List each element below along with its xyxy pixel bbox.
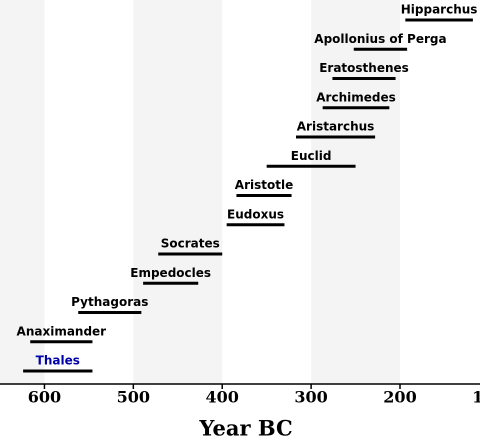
name-label: Pythagoras <box>71 295 148 309</box>
name-label: Empedocles <box>130 266 211 280</box>
name-label: Anaximander <box>17 324 107 338</box>
name-label: Aristarchus <box>297 120 375 134</box>
x-tick-label: 400 <box>206 388 239 407</box>
name-label: Euclid <box>291 149 332 163</box>
x-tick-label: 100 <box>472 388 480 407</box>
name-label: Apollonius of Perga <box>314 32 446 46</box>
x-tick-label: 200 <box>383 388 416 407</box>
name-label: Eratosthenes <box>319 61 409 75</box>
band <box>311 0 400 384</box>
name-label: Thales <box>36 354 80 368</box>
band <box>0 0 45 384</box>
x-tick-label: 600 <box>28 388 61 407</box>
name-label: Hipparchus <box>401 3 478 17</box>
name-label: Aristotle <box>235 178 293 192</box>
name-label: Archimedes <box>316 90 396 104</box>
x-tick-label: 300 <box>294 388 327 407</box>
name-label: Eudoxus <box>227 207 284 221</box>
name-label: Socrates <box>161 237 220 251</box>
band <box>133 0 223 384</box>
background <box>0 0 400 384</box>
x-axis-title: Year BC <box>198 416 292 441</box>
x-tick-label: 500 <box>117 388 150 407</box>
